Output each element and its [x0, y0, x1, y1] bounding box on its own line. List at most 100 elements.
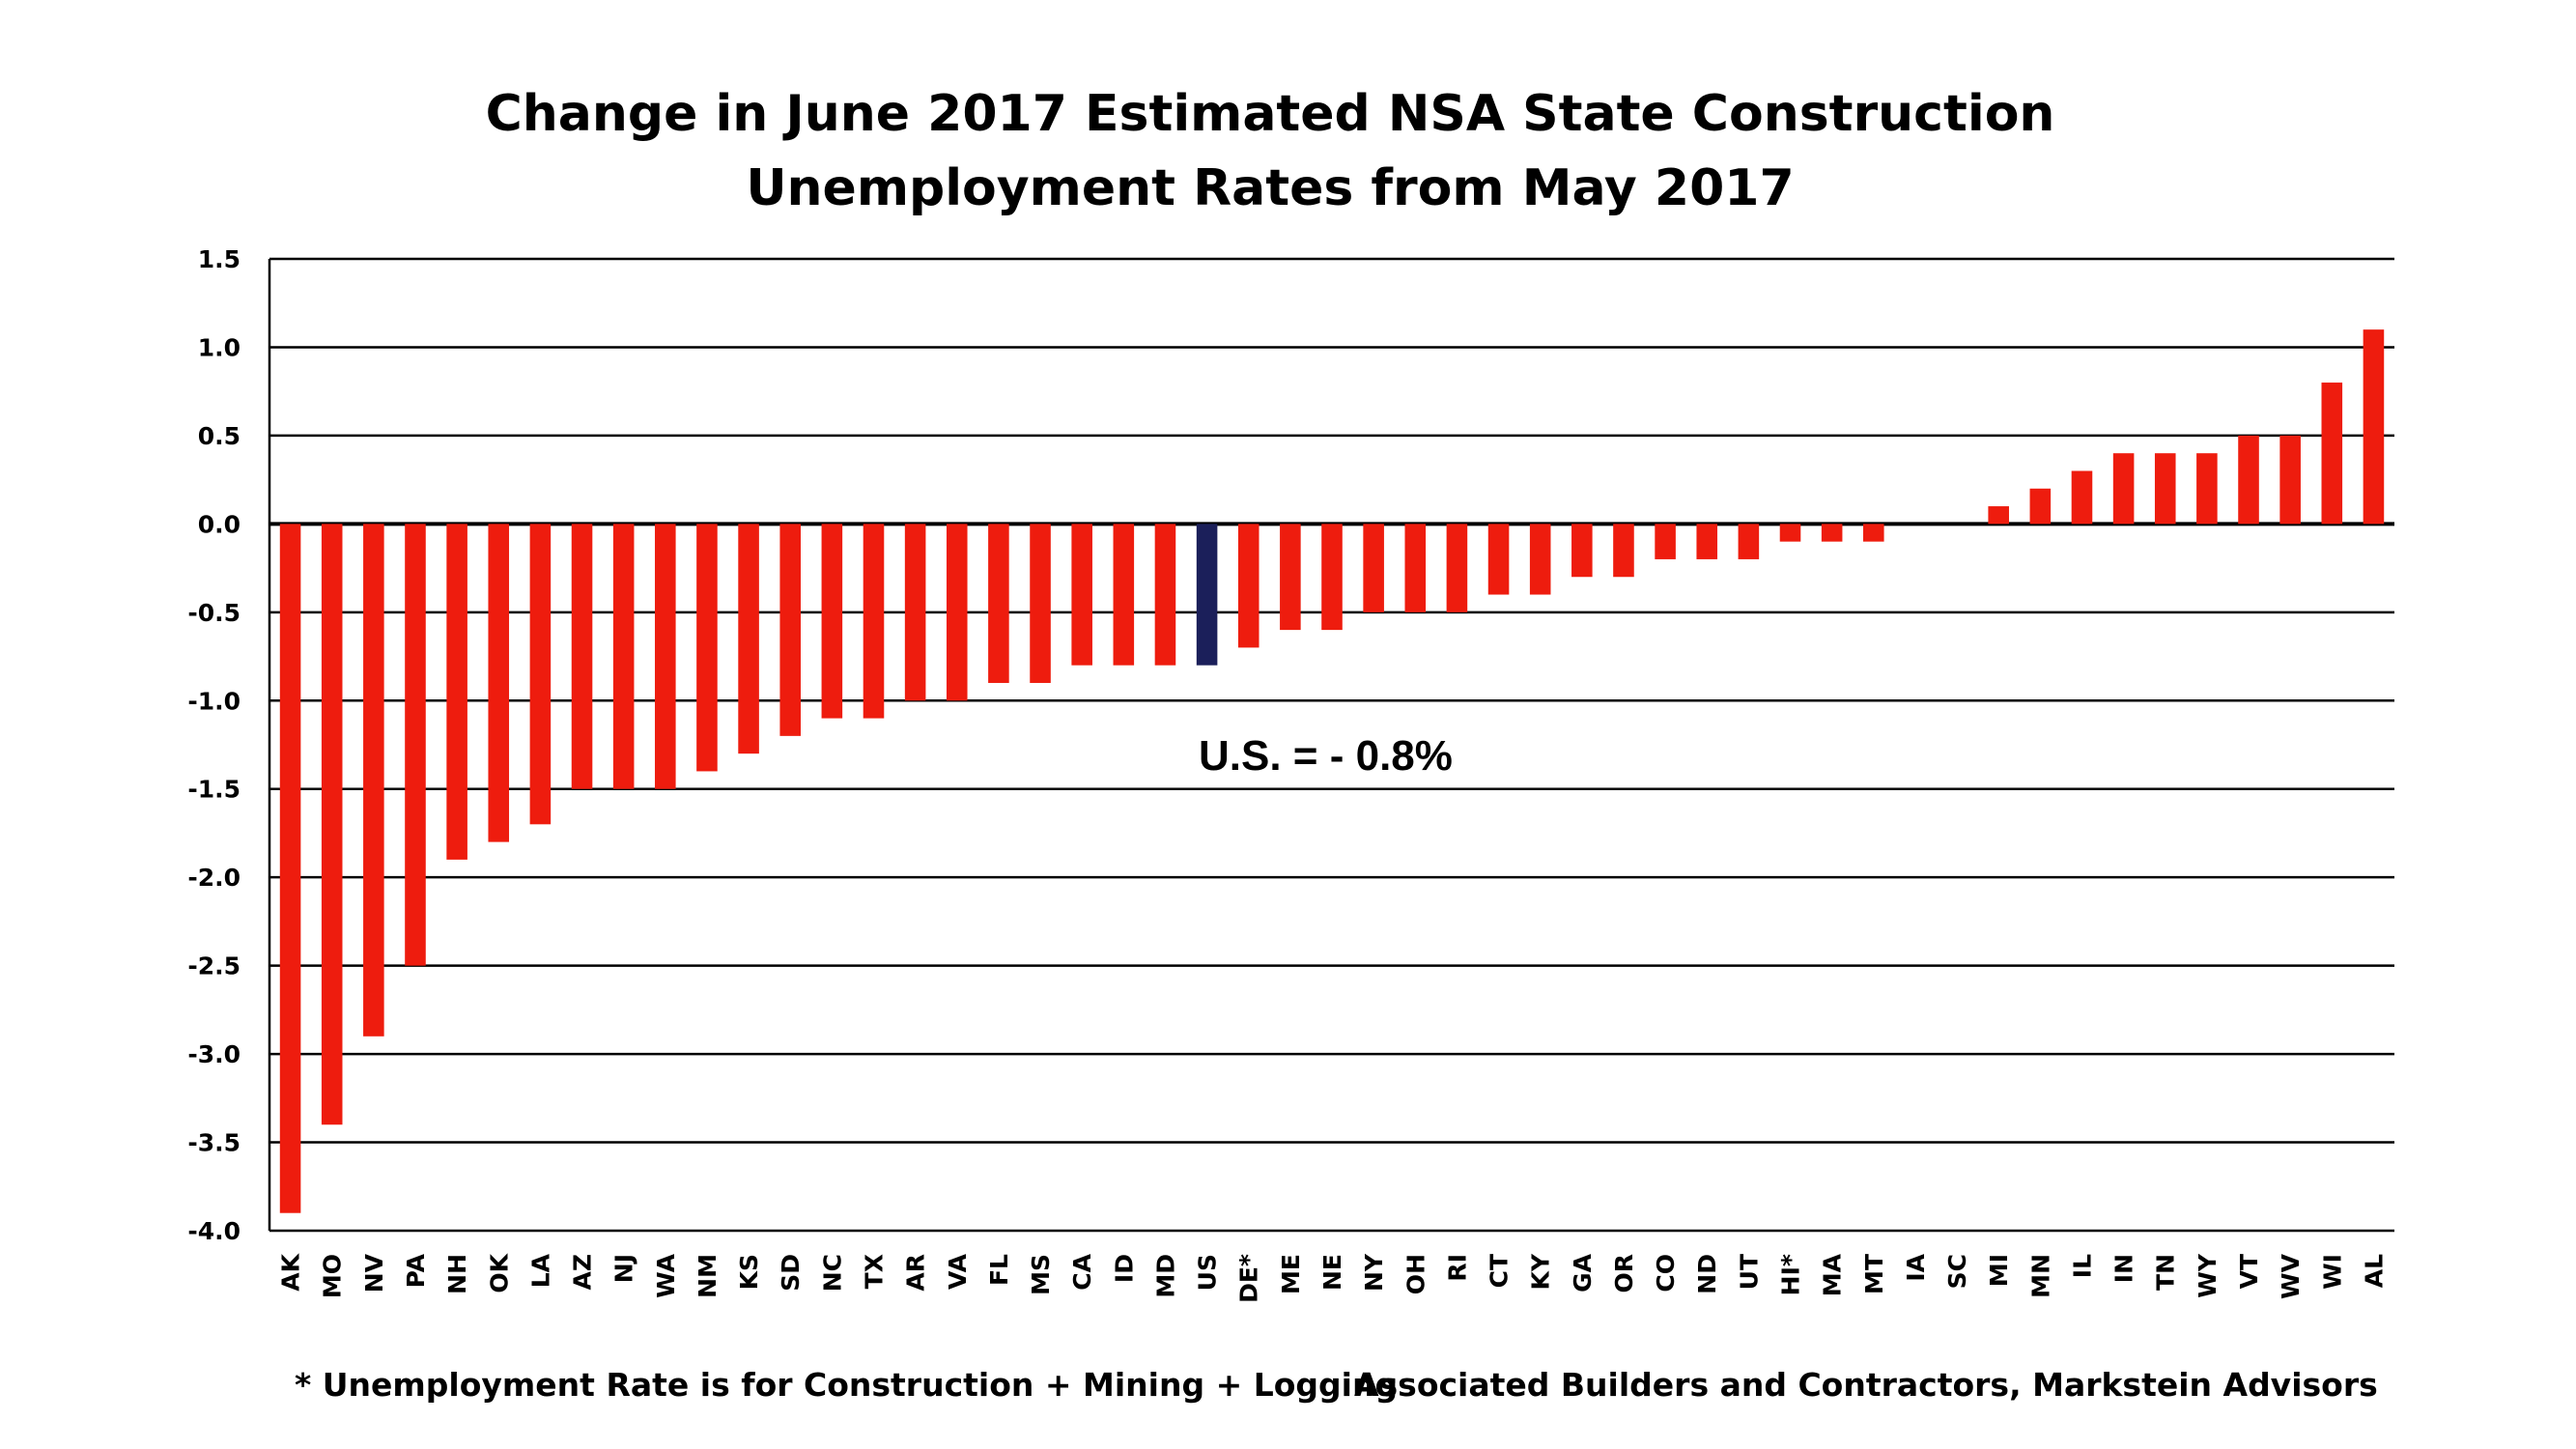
y-tick-label: 1.0 [198, 333, 241, 361]
bar-CA [1071, 524, 1092, 666]
footnote-right: Associated Builders and Contractors, Mar… [1354, 1366, 2378, 1404]
bar-AK [279, 524, 301, 1213]
x-tick-label: ND [1693, 1254, 1721, 1294]
bar-MT [1863, 524, 1884, 542]
bar-UT [1738, 524, 1760, 559]
x-tick-label: KY [1527, 1253, 1555, 1290]
bar-VA [946, 524, 968, 701]
bar-WY [2196, 453, 2218, 525]
bar-NH [446, 524, 467, 860]
y-axis-tick-labels: 1.5 1.0 0.5 0.0 -0.5 -1.0 -1.5 -2.0 -2.5 -3.0 -3.5… [187, 245, 241, 1245]
x-tick-label: LA [526, 1253, 554, 1288]
x-tick-label: IN [2110, 1254, 2138, 1283]
bar-CO [1655, 524, 1676, 559]
x-axis-category-labels: AK MO NV PA NH OK LA AZ NJ WA NM KS SD NC TX AR VA FL MS CA… [277, 1252, 2389, 1303]
bar-MD [1154, 524, 1176, 666]
bar-NM [696, 524, 718, 772]
x-tick-label: AL [2360, 1254, 2388, 1288]
bar-NV [363, 524, 384, 1037]
bar-NY [1363, 524, 1384, 612]
y-tick-label: 0.5 [198, 422, 241, 450]
bar-CT [1487, 524, 1510, 595]
y-tick-label: -2.5 [187, 952, 241, 980]
chart-title-line-2: Unemployment Rates from May 2017 [746, 159, 1794, 217]
x-tick-label: NY [1360, 1253, 1388, 1292]
x-tick-label: WI [2318, 1254, 2346, 1290]
y-tick-label: -4.0 [187, 1217, 241, 1245]
y-tick-label: -3.5 [187, 1129, 241, 1157]
x-tick-label: WV [2277, 1253, 2305, 1299]
footnote-left: * Unemployment Rate is for Construction … [295, 1366, 1398, 1404]
bar-KY [1529, 524, 1551, 595]
x-tick-label: FL [985, 1254, 1013, 1286]
x-tick-label: OH [1401, 1254, 1430, 1294]
bar-MO [321, 524, 343, 1125]
bar-GA [1571, 524, 1593, 578]
x-tick-label: ID [1110, 1254, 1138, 1283]
bar-WV [2279, 435, 2301, 525]
bar-NC [821, 524, 843, 719]
y-tick-label: -1.0 [187, 687, 241, 715]
bar-IL [2071, 470, 2093, 525]
bar-AL [2363, 329, 2385, 525]
bar-KS [738, 524, 759, 754]
bar-HI [1779, 524, 1801, 542]
bar-SD [779, 524, 801, 736]
bar-MN [2029, 488, 2052, 525]
bar-ME [1280, 524, 1301, 631]
x-tick-label: SD [777, 1254, 805, 1292]
x-tick-label: MS [1027, 1254, 1055, 1295]
bars [279, 329, 2385, 1213]
x-tick-label: NJ [610, 1254, 638, 1283]
x-tick-label: TN [2152, 1254, 2180, 1291]
bar-LA [529, 524, 552, 825]
bar-RI [1446, 524, 1468, 612]
chart-title-line-1: Change in June 2017 Estimated NSA State … [486, 85, 2055, 143]
bar-DE [1237, 524, 1260, 648]
bar-OR [1613, 524, 1634, 578]
x-tick-label: AZ [569, 1254, 597, 1290]
bar-MS [1030, 524, 1051, 683]
bar-OH [1404, 524, 1427, 612]
bar-US [1196, 524, 1218, 666]
x-tick-label: MO [319, 1254, 347, 1298]
bar-WA [655, 524, 676, 789]
x-tick-label: WY [2194, 1253, 2222, 1298]
x-tick-label: NE [1318, 1254, 1346, 1291]
y-tick-label: -1.5 [187, 776, 241, 804]
x-tick-label: OK [485, 1252, 513, 1293]
bar-AZ [571, 524, 593, 789]
x-tick-label: IA [1902, 1253, 1930, 1281]
bar-ID [1113, 524, 1135, 666]
y-tick-label: -2.0 [187, 864, 241, 892]
x-tick-label: MD [1151, 1254, 1179, 1298]
x-tick-label: TX [860, 1254, 888, 1289]
x-tick-label: DE* [1235, 1254, 1263, 1303]
x-tick-label: CT [1486, 1254, 1514, 1288]
bar-OK [488, 524, 510, 842]
us-annotation: U.S. = - 0.8% [1199, 732, 1453, 780]
x-tick-label: OR [1610, 1254, 1638, 1293]
bar-IN [2112, 453, 2135, 525]
x-tick-label: HI* [1777, 1254, 1805, 1295]
y-tick-label: 1.5 [198, 245, 241, 273]
bar-NJ [612, 524, 635, 789]
x-tick-label: CO [1652, 1254, 1680, 1293]
x-tick-label: US [1194, 1254, 1222, 1291]
bar-WI [2321, 383, 2343, 525]
x-tick-label: MN [2026, 1254, 2054, 1298]
bar-NE [1321, 524, 1343, 631]
x-tick-label: MT [1860, 1254, 1888, 1294]
bar-PA [405, 524, 426, 966]
x-tick-label: ME [1277, 1254, 1305, 1294]
x-tick-label: CA [1068, 1253, 1096, 1290]
bar-MI [1988, 506, 2009, 525]
bar-FL [988, 524, 1009, 683]
bar-ND [1696, 524, 1718, 559]
x-tick-label: IL [2068, 1254, 2096, 1278]
x-tick-label: SC [1943, 1254, 1971, 1289]
x-tick-label: NC [818, 1254, 846, 1292]
x-tick-label: VT [2235, 1254, 2263, 1289]
bar-AR [904, 524, 926, 701]
